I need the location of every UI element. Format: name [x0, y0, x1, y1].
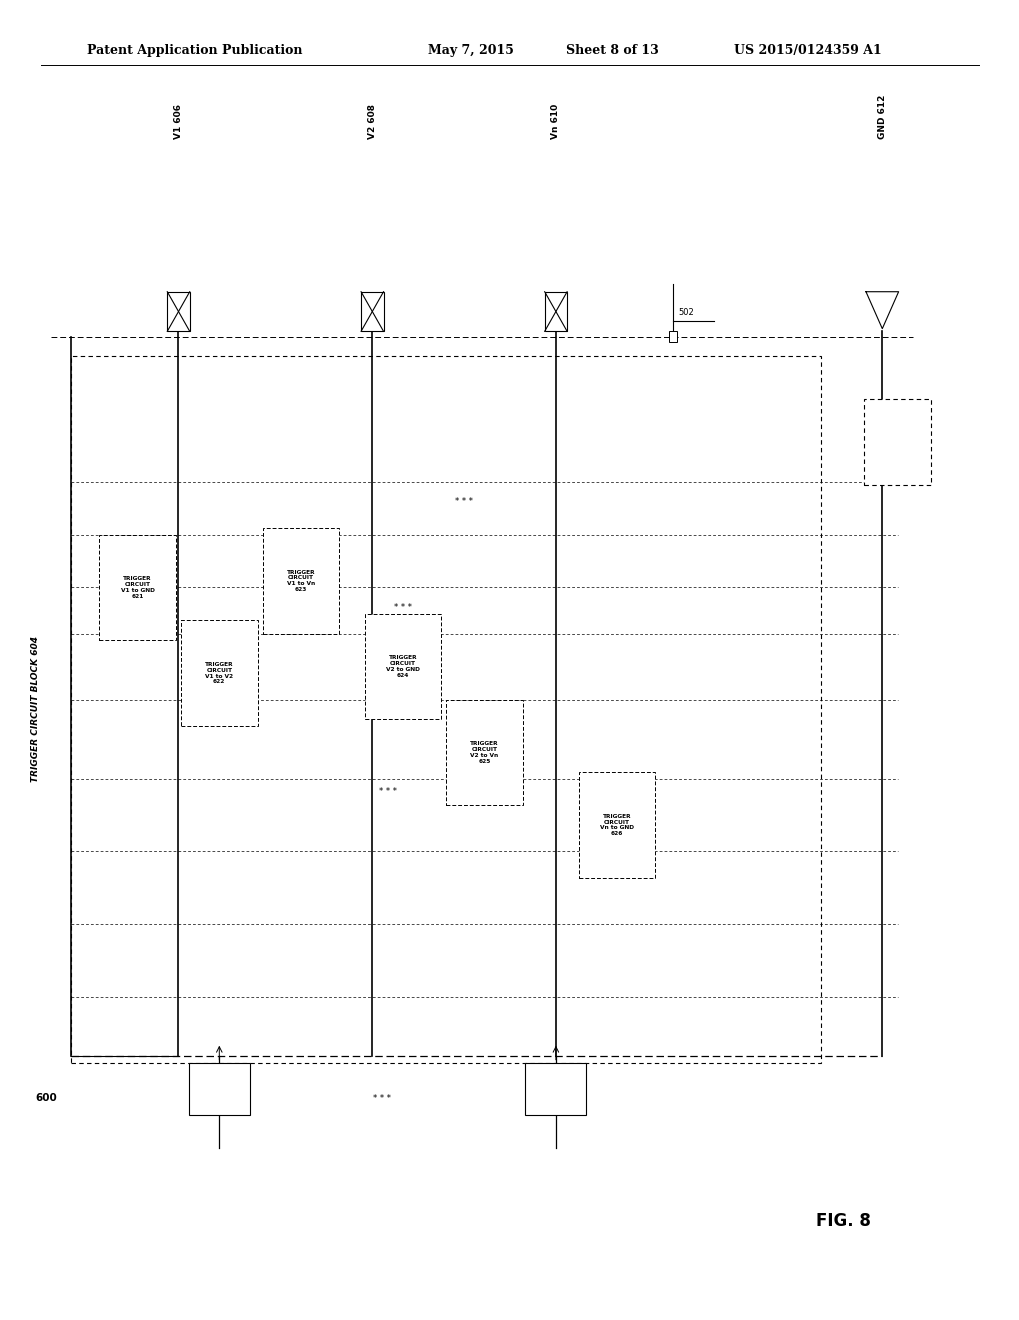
- Text: TRIGGER CIRCUIT BLOCK 604: TRIGGER CIRCUIT BLOCK 604: [32, 636, 40, 783]
- Text: TRIGGER
CIRCUIT
V2 to GND
624: TRIGGER CIRCUIT V2 to GND 624: [385, 656, 420, 677]
- Bar: [263, 528, 339, 634]
- Text: V2 608: V2 608: [368, 103, 376, 139]
- Bar: [579, 772, 655, 878]
- Bar: [864, 399, 930, 484]
- Text: Sheet 8 of 13: Sheet 8 of 13: [566, 44, 658, 57]
- Text: Patent Application Publication: Patent Application Publication: [87, 44, 302, 57]
- Text: GND 612: GND 612: [877, 94, 886, 139]
- Text: 616: 616: [211, 1085, 227, 1093]
- Text: * * *: * * *: [393, 603, 412, 611]
- Text: Vn 610: Vn 610: [551, 103, 559, 139]
- Bar: [365, 614, 441, 719]
- Text: 600: 600: [36, 1093, 57, 1104]
- Text: * * *: * * *: [378, 788, 396, 796]
- Bar: [71, 356, 820, 1063]
- Text: DRC: DRC: [888, 428, 906, 436]
- Bar: [181, 620, 257, 726]
- Text: TRIGGER
CIRCUIT
V1 to Vn
623: TRIGGER CIRCUIT V1 to Vn 623: [286, 570, 315, 591]
- Text: May 7, 2015: May 7, 2015: [428, 44, 514, 57]
- Bar: [544, 292, 567, 331]
- Text: 502: 502: [678, 308, 693, 317]
- Text: TRIGGER
CIRCUIT
V1 to V2
622: TRIGGER CIRCUIT V1 to V2 622: [205, 663, 233, 684]
- Text: V1 606: V1 606: [174, 103, 182, 139]
- Bar: [525, 1063, 586, 1115]
- Text: US 2015/0124359 A1: US 2015/0124359 A1: [734, 44, 881, 57]
- Text: FIG. 8: FIG. 8: [815, 1212, 870, 1230]
- Text: 618: 618: [547, 1085, 564, 1093]
- Bar: [361, 292, 383, 331]
- Text: TRIGGER
CIRCUIT
V1 to GND
621: TRIGGER CIRCUIT V1 to GND 621: [120, 577, 155, 598]
- Text: * * *: * * *: [373, 1094, 391, 1102]
- Bar: [446, 700, 522, 805]
- Bar: [668, 331, 677, 342]
- Bar: [100, 535, 175, 640]
- Text: 650: 650: [890, 454, 904, 462]
- Text: TRIGGER
CIRCUIT
V2 to Vn
625: TRIGGER CIRCUIT V2 to Vn 625: [470, 742, 498, 763]
- Bar: [167, 292, 190, 331]
- Text: TRIGGER
CIRCUIT
Vn to GND
626: TRIGGER CIRCUIT Vn to GND 626: [599, 814, 634, 836]
- Text: * * *: * * *: [454, 498, 473, 506]
- Bar: [189, 1063, 250, 1115]
